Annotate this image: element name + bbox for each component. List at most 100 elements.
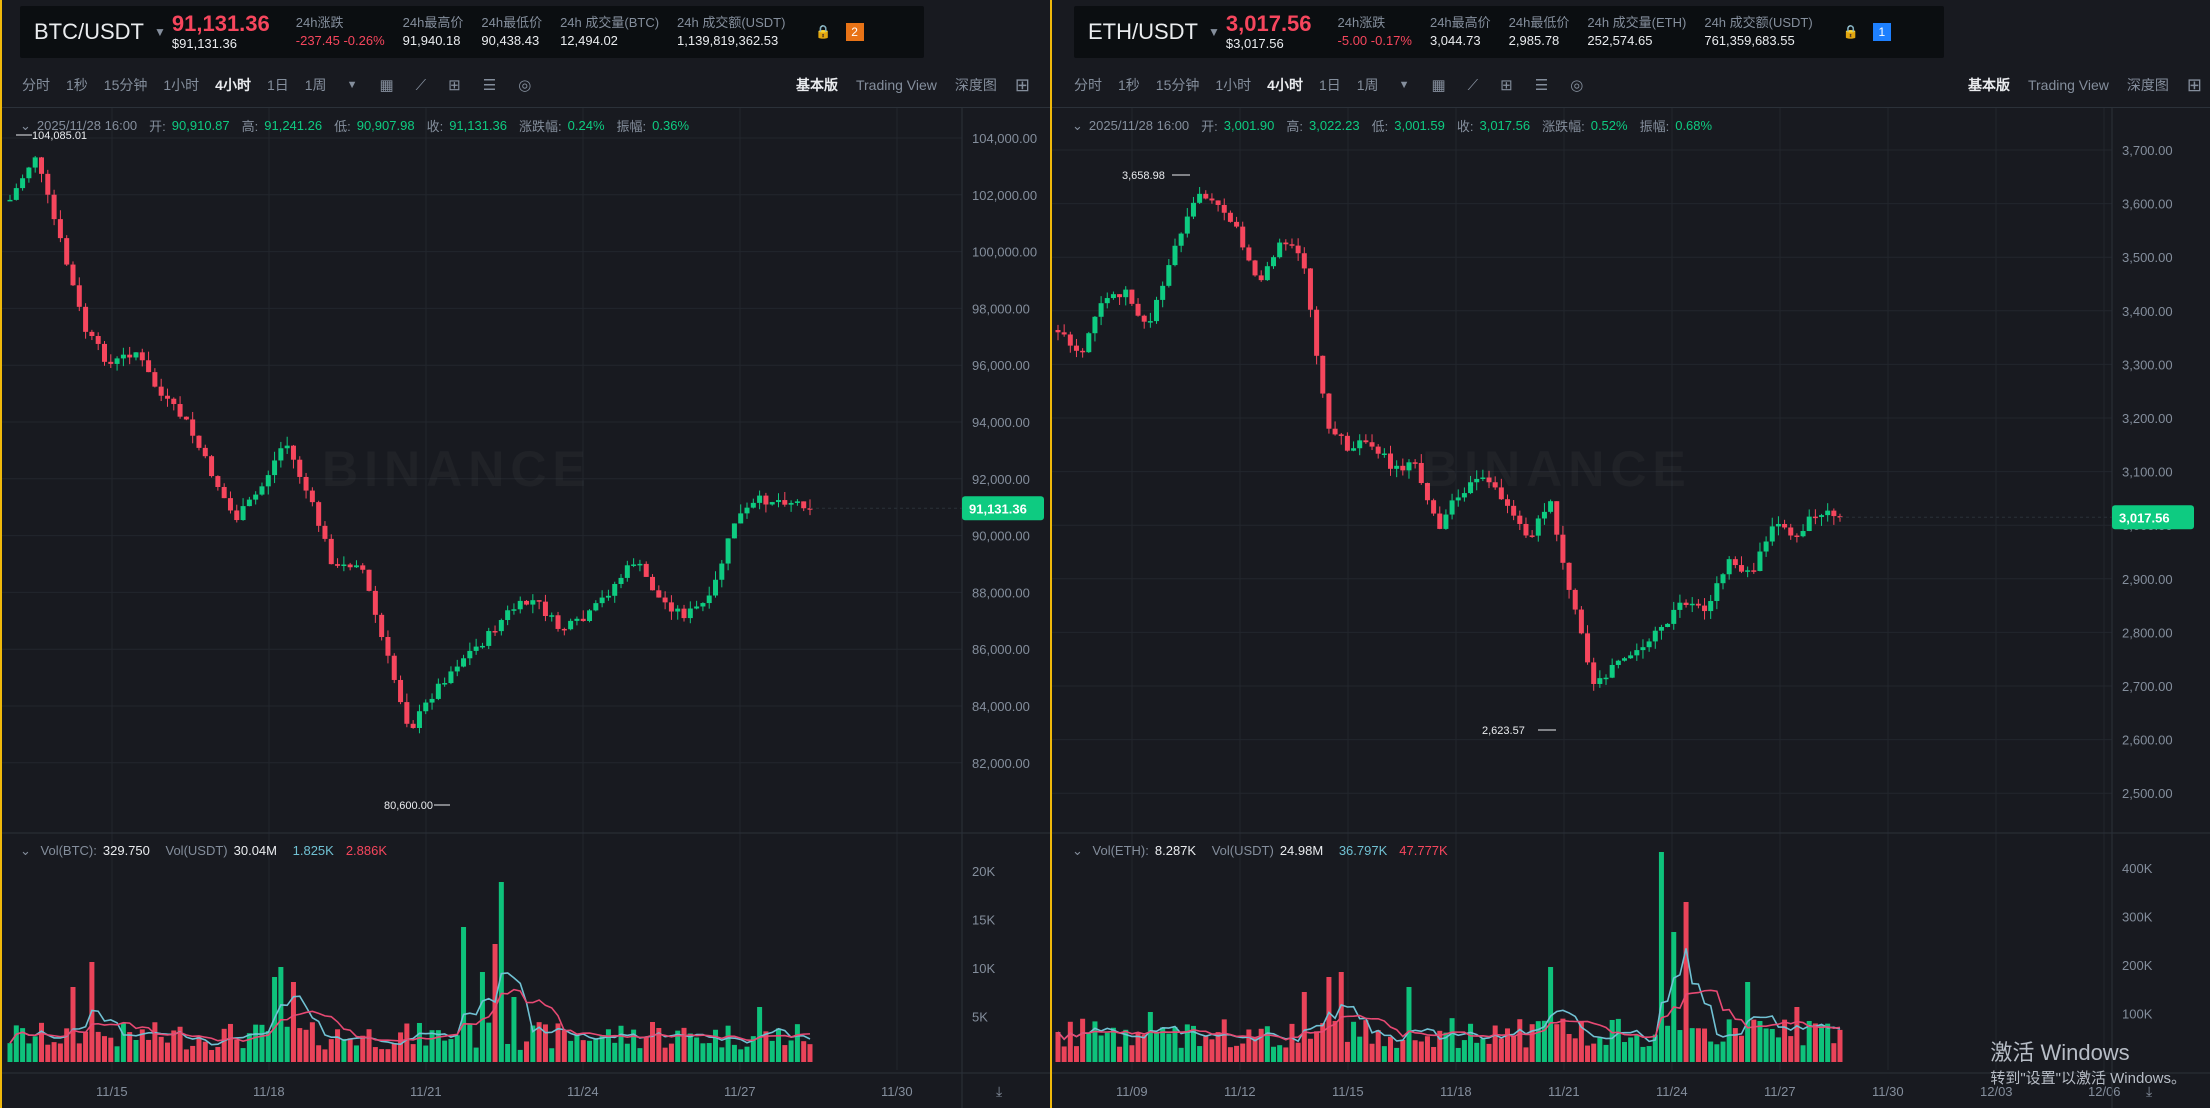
dropdown-icon[interactable]: ▼ [346,79,358,91]
collapse-icon[interactable]: ⌄ [20,117,31,133]
volume-bar [1215,1032,1221,1062]
tf-15m[interactable]: 15分钟 [103,77,148,93]
grid-icon[interactable]: ⊞ [2186,74,2202,95]
tf-1w[interactable]: 1周 [304,77,327,93]
volume-bar [1073,1046,1079,1062]
volume-bar [612,1042,618,1062]
pair-name[interactable]: ETH/USDT [1088,19,1198,44]
fullscreen-icon[interactable]: ⤓ [2146,1084,2152,1100]
volume-bar [404,1023,410,1062]
candle-body [120,354,126,359]
view-depth[interactable]: 深度图 [2126,77,2169,93]
volume-bar [1449,1018,1455,1062]
lock-icon[interactable]: 🔒 [815,24,832,39]
pair-dropdown-icon[interactable]: ▼ [1208,25,1220,39]
fullscreen-icon[interactable]: ⤓ [996,1084,1002,1100]
tf-1h[interactable]: 1小时 [1215,77,1252,93]
pair-dropdown-icon[interactable]: ▼ [154,25,166,39]
dropdown-icon[interactable]: ▼ [1398,79,1410,91]
settings-icon[interactable]: ☰ [1534,77,1549,94]
candle-body [1572,589,1578,610]
candle-body [1658,626,1664,631]
candle-body [675,608,681,612]
tf-1s[interactable]: 1秒 [1118,77,1140,93]
candle-body [1455,497,1461,501]
collapse-icon[interactable]: ⌄ [20,843,31,858]
candle-body [505,610,511,621]
indicator-icon[interactable]: ⟋ [1467,76,1479,94]
settings-icon[interactable]: ☰ [482,77,497,94]
candle-body [1203,193,1209,199]
calendar-icon[interactable]: ▦ [1431,77,1446,94]
view-depth[interactable]: 深度图 [954,77,997,93]
target-icon[interactable]: ◎ [518,77,532,94]
candle-body [1486,477,1492,483]
volume-bar [1307,1038,1313,1062]
lock-icon[interactable]: 🔒 [1842,24,1859,39]
candle-body [1566,562,1572,590]
eth-candlestick-chart[interactable]: 3,700.00 3,600.00 3,500.00 3,400.00 3,300.00… [1052,0,2210,1108]
candle-body [492,631,498,633]
candle-body [1634,650,1640,656]
volume-bar [1720,1041,1726,1062]
date-axis-label: 11/18 [253,1084,285,1099]
volume-bar [1646,1046,1652,1062]
tf-15m[interactable]: 15分钟 [1155,77,1200,93]
price-axis-label: 102,000.00 [972,188,1037,203]
volume-bar [1277,1045,1283,1062]
view-tradingview[interactable]: Trading View [855,77,937,93]
volume-bar [164,1042,170,1062]
tf-1w[interactable]: 1周 [1356,77,1379,93]
tf-1s[interactable]: 1秒 [66,77,88,93]
volume-bar [57,1043,63,1062]
stat-value: 1,139,819,362.53 [677,33,779,48]
tf-timeshare[interactable]: 分时 [1074,77,1102,93]
tf-4h[interactable]: 4小时 [215,77,251,93]
candle-body [1769,526,1775,542]
candle-body [253,494,259,500]
tf-1d[interactable]: 1日 [1318,77,1341,93]
pair-name[interactable]: BTC/USDT [34,19,144,44]
candle-body [568,620,574,630]
grid-icon[interactable]: ⊞ [1014,74,1030,95]
price-axis-label: 2,700.00 [2122,679,2173,694]
tf-1d[interactable]: 1日 [266,77,289,93]
date-axis-label: 11/15 [96,1084,128,1099]
collapse-icon[interactable]: ⌄ [1072,117,1083,133]
volume-bar [1800,1045,1806,1062]
volume-bar [1369,1043,1375,1062]
window-badge[interactable]: 2 [845,23,864,41]
view-basic[interactable]: 基本版 [1967,77,2010,93]
usd-price: $91,131.36 [171,36,237,51]
volume-bar [1535,1021,1541,1062]
view-basic[interactable]: 基本版 [795,77,838,93]
compare-icon[interactable]: ⊞ [448,77,461,94]
volume-bar [1566,1033,1572,1062]
volume-bar [1591,1043,1597,1062]
candle-body [278,448,284,461]
close-label: 收: [1456,119,1474,134]
calendar-icon[interactable]: ▦ [379,77,394,94]
price-axis-label: 3,100.00 [2122,465,2173,480]
candle-body [1160,285,1166,300]
btc-candlestick-chart[interactable]: 104,000.00 102,000.00 100,000.00 98,000.00 9… [2,0,1052,1108]
tf-4h[interactable]: 4小时 [1267,77,1303,93]
volume-bar [687,1033,693,1062]
candle-body [1511,505,1517,516]
view-tradingview[interactable]: Trading View [2027,77,2109,93]
candle-body [687,608,693,619]
volume-bar [1141,1034,1147,1062]
window-badge[interactable]: 1 [1872,23,1891,41]
price-axis-label: 90,000.00 [972,529,1030,544]
volume-axis-label: 200K [2122,958,2153,973]
tf-1h[interactable]: 1小时 [163,77,200,93]
collapse-icon[interactable]: ⌄ [1072,843,1083,858]
tf-timeshare[interactable]: 分时 [22,77,50,93]
volume-bar [246,1033,252,1062]
candle-body [763,495,769,505]
compare-icon[interactable]: ⊞ [1500,77,1513,94]
target-icon[interactable]: ◎ [1570,77,1584,94]
candle-body [114,358,120,364]
high-annotation: 104,085.01 [32,130,87,142]
indicator-icon[interactable]: ⟋ [415,76,427,94]
